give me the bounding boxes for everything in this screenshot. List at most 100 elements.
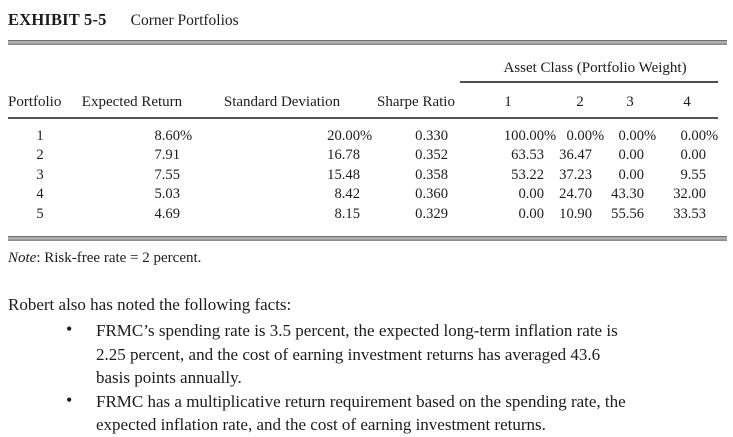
cell-value: 24.70 [559, 186, 592, 203]
cell-value: 0.330 [415, 128, 448, 144]
cell-value: 0.00 [680, 147, 707, 164]
table-top-rule [8, 40, 727, 45]
cell-portfolio: 2 [36, 147, 44, 164]
cell-value: 9.55 [680, 166, 707, 183]
facts-list: • FRMC’s spending rate is 3.5 percent, t… [64, 319, 727, 437]
cell-portfolio: 4 [36, 186, 44, 203]
cell-weight-2: 10.90 [556, 205, 604, 236]
cell-value: 0.329 [415, 205, 448, 222]
col-header-standard-deviation: Standard Deviation [192, 82, 372, 119]
spanner-spacer [8, 45, 460, 82]
cell-weight-2: 24.70 [556, 185, 604, 204]
exhibit-title: EXHIBIT 5-5 Corner Portfolios [8, 10, 727, 34]
cell-standard-deviation: 8.42 [192, 185, 372, 204]
column-header-row: Portfolio Expected Return Standard Devia… [8, 82, 719, 119]
cell-value: 20.00 [327, 128, 360, 144]
percent-suffix: % [592, 128, 605, 144]
col-header-sharpe-ratio: Sharpe Ratio [372, 82, 460, 119]
col-header-asset-1: 1 [460, 82, 556, 119]
list-item: • FRMC’s spending rate is 3.5 percent, t… [64, 319, 727, 390]
table-note: Note: Risk-free rate = 2 percent. [8, 250, 727, 267]
cell-value: 8.42 [334, 186, 360, 203]
cell-value: 32.00 [673, 186, 707, 203]
cell-value: 0.360 [415, 186, 448, 203]
cell-value: 8.15 [334, 205, 360, 222]
list-item: • FRMC has a multiplicative return requi… [64, 390, 727, 437]
exhibit-name: Corner Portfolios [130, 12, 239, 29]
cell-portfolio: 5 [36, 205, 44, 222]
table-header: Asset Class (Portfolio Weight) Portfolio… [8, 45, 719, 119]
cell-value: 43.30 [611, 186, 644, 203]
cell-standard-deviation: 16.78 [192, 146, 372, 165]
cell-expected-return: 5.03 [72, 185, 192, 204]
cell-value: 0.00 [566, 128, 592, 144]
cell-value: 15.48 [327, 166, 360, 183]
cell-value: 4.69 [154, 205, 180, 222]
col-header-expected-return: Expected Return [72, 82, 192, 119]
cell-weight-2: 0.00% [556, 118, 604, 146]
table-bottom-rule [8, 236, 727, 242]
cell-weight-4: 32.00 [656, 185, 718, 204]
table-body: 1 8.60% 20.00% 0.330 100.00% 0.00% 0.00%… [8, 118, 718, 236]
cell-value: 0.00 [518, 205, 544, 222]
cell-weight-4: 33.53 [656, 205, 718, 236]
cell-value: 53.22 [511, 166, 544, 183]
cell-portfolio: 3 [36, 166, 44, 183]
cell-weight-1: 63.53 [460, 146, 556, 165]
cell-weight-3: 43.30 [604, 185, 656, 204]
cell-value: 10.90 [559, 205, 592, 222]
percent-suffix: % [544, 128, 557, 144]
cell-standard-deviation: 15.48 [192, 166, 372, 185]
bullet-line: FRMC has a multiplicative return require… [96, 391, 626, 411]
bullet-line: basis points annually. [96, 368, 242, 388]
cell-standard-deviation: 20.00% [192, 118, 372, 146]
cell-weight-2: 36.47 [556, 146, 604, 165]
cell-weight-4: 0.00% [656, 118, 718, 146]
cell-value: 0.00 [618, 128, 644, 144]
cell-weight-1: 53.22 [460, 166, 556, 185]
cell-expected-return: 8.60% [72, 118, 192, 146]
cell-weight-2: 37.23 [556, 166, 604, 185]
exhibit-label: EXHIBIT 5-5 [8, 10, 107, 29]
cell-weight-3: 0.00 [604, 146, 656, 165]
corner-portfolios-table: Asset Class (Portfolio Weight) Portfolio… [8, 45, 718, 236]
cell-sharpe-ratio: 0.358 [372, 166, 460, 185]
cell-value: 33.53 [673, 205, 707, 222]
percent-suffix: % [180, 128, 193, 144]
note-text: : Risk-free rate = 2 percent. [36, 250, 202, 267]
col-header-asset-4: 4 [656, 82, 719, 119]
cell-value: 7.55 [154, 166, 180, 183]
cell-weight-3: 0.00% [604, 118, 656, 146]
intro-paragraph: Robert also has noted the following fact… [8, 295, 292, 315]
bullet-icon: • [66, 319, 73, 340]
cell-value: 36.47 [559, 147, 592, 164]
col-header-asset-2: 2 [556, 82, 604, 119]
cell-value: 63.53 [511, 147, 544, 164]
cell-expected-return: 7.91 [72, 146, 192, 165]
percent-suffix: % [360, 128, 373, 144]
cell-expected-return: 7.55 [72, 166, 192, 185]
cell-standard-deviation: 8.15 [192, 205, 372, 236]
cell-value: 7.91 [154, 147, 180, 164]
cell-sharpe-ratio: 0.352 [372, 146, 460, 165]
cell-sharpe-ratio: 0.330 [372, 118, 460, 146]
col-header-asset-3: 3 [604, 82, 656, 119]
cell-value: 5.03 [154, 186, 180, 203]
asset-class-spanner: Asset Class (Portfolio Weight) [460, 45, 719, 83]
percent-suffix: % [706, 128, 719, 144]
bullet-line: FRMC’s spending rate is 3.5 percent, the… [96, 321, 618, 341]
cell-value: 0.352 [415, 147, 448, 164]
cell-value: 0.00 [618, 147, 644, 164]
cell-value: 0.00 [518, 186, 544, 203]
cell-value: 0.358 [415, 166, 448, 183]
cell-portfolio: 1 [36, 128, 44, 144]
note-label: Note [8, 250, 37, 267]
cell-weight-4: 9.55 [656, 166, 718, 185]
cell-value: 16.78 [327, 147, 360, 164]
cell-value: 37.23 [559, 166, 592, 183]
percent-suffix: % [644, 128, 657, 144]
cell-weight-1: 100.00% [460, 118, 556, 146]
cell-weight-3: 0.00 [604, 166, 656, 185]
cell-weight-4: 0.00 [656, 146, 718, 165]
